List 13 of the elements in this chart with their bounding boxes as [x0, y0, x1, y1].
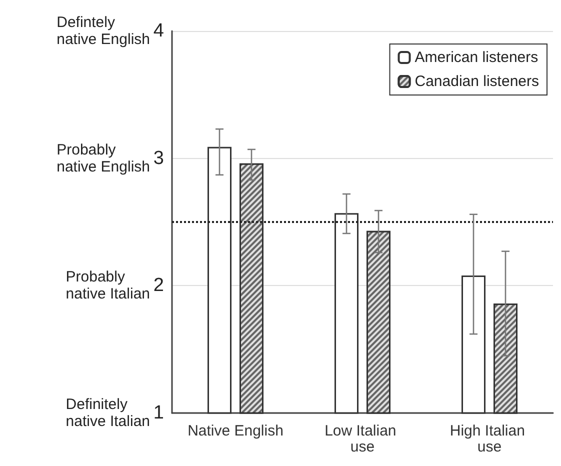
text: Defintely native English: [56, 14, 150, 48]
x-tick-label: High Italian use: [450, 422, 530, 456]
legend-label: American listeners: [414, 49, 538, 66]
y-tick-label: 4: [153, 20, 164, 42]
x-tick-label: Native English: [188, 422, 284, 440]
text: Probably native English: [56, 141, 150, 176]
y-tick-label: 3: [153, 148, 164, 169]
y-tick-label: 1: [153, 402, 164, 424]
text: Probably native Italian: [66, 268, 150, 303]
legend-label: Canadian listeners: [414, 73, 540, 90]
x-tick-label: Low Italian use: [324, 422, 400, 456]
y-tick-label: 2: [153, 275, 164, 296]
text: Definitely native Italian: [66, 396, 150, 430]
